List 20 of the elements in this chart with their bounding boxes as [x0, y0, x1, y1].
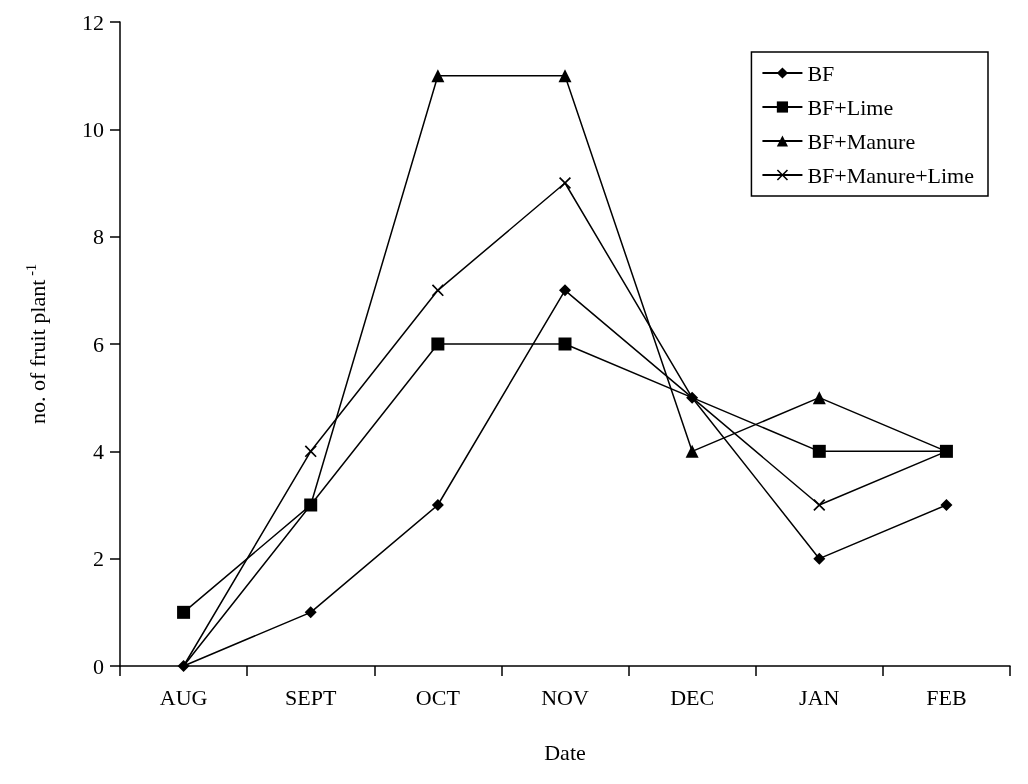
x-tick-label: JAN — [799, 684, 840, 710]
legend-label: BF+Manure — [807, 128, 916, 154]
x-tick-label: OCT — [415, 684, 461, 710]
y-tick-label: 8 — [93, 224, 104, 250]
y-tick-label: 4 — [93, 438, 104, 464]
y-tick-label: 2 — [93, 546, 104, 572]
y-tick-label: 10 — [82, 116, 104, 142]
x-tick-label: FEB — [926, 684, 967, 710]
legend-label: BF — [807, 60, 835, 86]
x-tick-label: AUG — [159, 684, 208, 710]
x-tick-label: DEC — [670, 684, 715, 710]
y-tick-label: 12 — [82, 9, 104, 35]
x-axis-title: Date — [544, 739, 586, 765]
y-tick-label: 6 — [93, 331, 104, 357]
x-tick-label: SEPT — [285, 684, 337, 710]
y-tick-label: 0 — [93, 653, 104, 679]
y-axis-title: no. of fruit plant-1 — [23, 264, 50, 424]
legend-label: BF+Lime — [807, 94, 894, 120]
legend-label: BF+Manure+Lime — [807, 162, 975, 188]
x-tick-label: NOV — [541, 684, 589, 710]
